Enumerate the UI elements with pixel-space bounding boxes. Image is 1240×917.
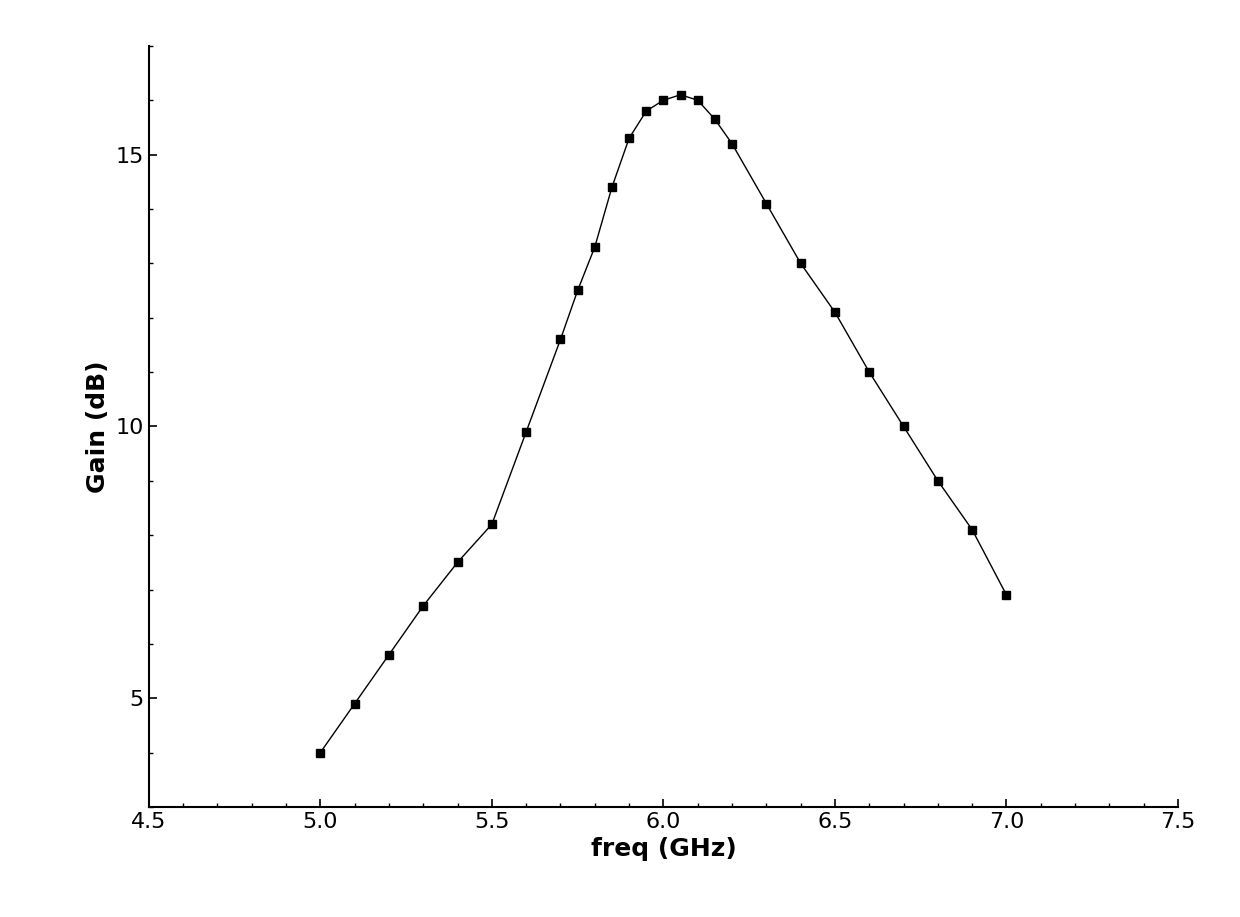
Y-axis label: Gain (dB): Gain (dB) xyxy=(86,360,110,492)
X-axis label: freq (GHz): freq (GHz) xyxy=(590,837,737,861)
